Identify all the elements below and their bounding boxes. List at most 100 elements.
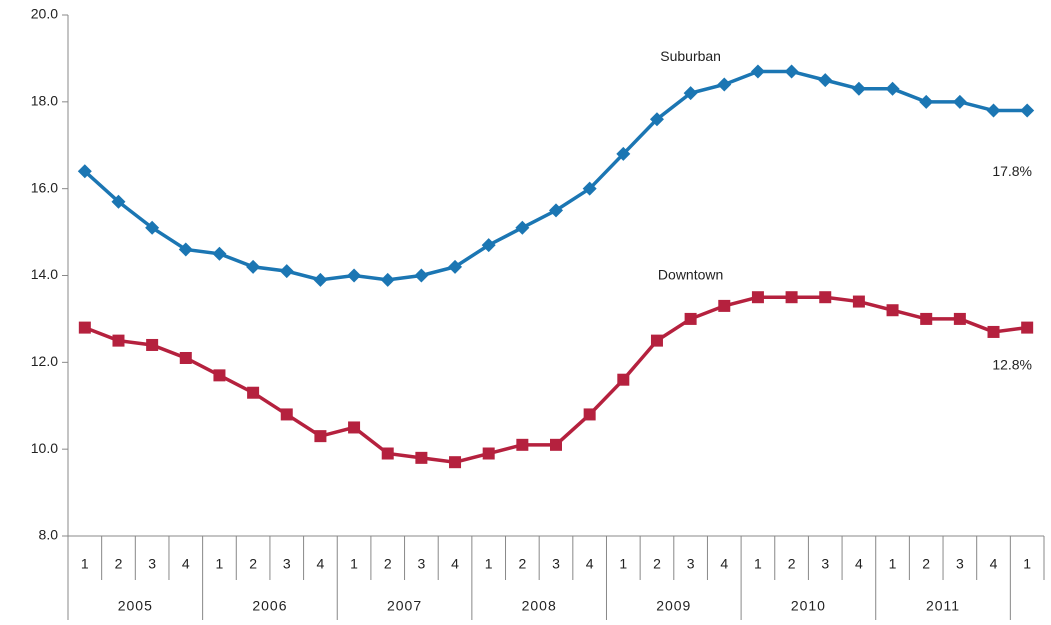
x-tick-label: 1 (754, 556, 762, 572)
series-label: Suburban (660, 48, 721, 64)
marker (414, 268, 429, 283)
marker (415, 451, 428, 464)
x-tick-label: 3 (148, 556, 156, 572)
marker (112, 334, 125, 347)
y-tick-label: 8.0 (39, 527, 59, 543)
marker (987, 325, 1000, 338)
marker (145, 220, 160, 235)
y-tick-label: 14.0 (31, 266, 58, 282)
marker (481, 238, 496, 253)
marker (313, 272, 328, 287)
marker (851, 81, 866, 96)
marker (986, 103, 1001, 118)
marker (919, 94, 934, 109)
marker (515, 220, 530, 235)
marker (482, 447, 495, 460)
marker (448, 259, 463, 274)
x-tick-label: 1 (485, 556, 493, 572)
marker (549, 203, 563, 218)
marker (550, 438, 562, 451)
x-tick-label: 1 (350, 556, 358, 572)
marker (146, 338, 159, 351)
marker (785, 291, 798, 304)
marker (381, 447, 394, 460)
year-label: 2011 (926, 598, 960, 614)
series-line (84, 295, 1028, 464)
marker (717, 77, 732, 92)
x-tick-label: 2 (653, 556, 661, 572)
x-tick-label: 4 (317, 556, 325, 572)
y-tick-label: 12.0 (31, 353, 58, 369)
x-tick-label: 3 (283, 556, 291, 572)
x-tick-label: 1 (619, 556, 627, 572)
x-tick-label: 4 (451, 556, 459, 572)
marker (247, 386, 260, 399)
value-label: 12.8% (992, 356, 1032, 372)
year-label: 2009 (656, 598, 691, 614)
marker (314, 430, 327, 443)
value-label: 17.8% (992, 163, 1032, 179)
x-tick-label: 4 (586, 556, 594, 572)
marker (212, 246, 227, 261)
series-label: Downtown (658, 267, 723, 283)
x-tick-label: 2 (384, 556, 392, 572)
marker (1021, 321, 1034, 334)
marker (818, 73, 833, 88)
marker (617, 373, 630, 386)
marker (78, 321, 91, 334)
marker (1020, 103, 1035, 118)
x-tick-label: 1 (889, 556, 897, 572)
marker (77, 164, 92, 179)
marker (953, 312, 966, 325)
marker (616, 146, 631, 161)
x-tick-label: 3 (687, 556, 695, 572)
marker (516, 438, 529, 451)
marker (583, 408, 596, 421)
x-tick-label: 3 (552, 556, 560, 572)
marker (246, 259, 261, 274)
x-tick-label: 1 (81, 556, 89, 572)
x-tick-label: 2 (115, 556, 123, 572)
marker (751, 291, 764, 304)
marker (750, 64, 765, 79)
series-line (83, 69, 1028, 282)
x-tick-label: 1 (1023, 556, 1031, 572)
marker (280, 408, 293, 421)
x-tick-label: 3 (956, 556, 964, 572)
x-tick-label: 1 (216, 556, 224, 572)
marker (347, 268, 362, 283)
marker (279, 264, 294, 279)
x-tick-label: 2 (922, 556, 930, 572)
x-tick-label: 4 (855, 556, 863, 572)
marker (886, 304, 899, 317)
x-tick-label: 3 (417, 556, 425, 572)
y-tick-label: 20.0 (31, 6, 58, 22)
x-tick-label: 4 (990, 556, 998, 572)
marker (380, 272, 395, 287)
marker (718, 299, 731, 312)
x-tick-label: 2 (249, 556, 257, 572)
x-tick-label: 2 (788, 556, 796, 572)
x-tick-label: 4 (720, 556, 728, 572)
marker (348, 421, 361, 434)
marker (852, 295, 865, 308)
year-label: 2010 (791, 598, 826, 614)
year-label: 2005 (118, 598, 153, 614)
y-tick-label: 16.0 (31, 179, 58, 195)
year-label: 2006 (252, 598, 287, 614)
marker (111, 194, 126, 209)
marker (178, 242, 193, 257)
marker (952, 94, 967, 109)
marker (920, 312, 933, 325)
x-tick-label: 4 (182, 556, 190, 572)
marker (885, 81, 900, 96)
marker (449, 456, 462, 469)
x-tick-label: 2 (518, 556, 526, 572)
marker (684, 312, 697, 325)
year-label: 2008 (522, 598, 557, 614)
y-tick-label: 10.0 (31, 440, 58, 456)
marker (819, 291, 832, 304)
marker (784, 64, 799, 79)
marker (683, 86, 698, 101)
